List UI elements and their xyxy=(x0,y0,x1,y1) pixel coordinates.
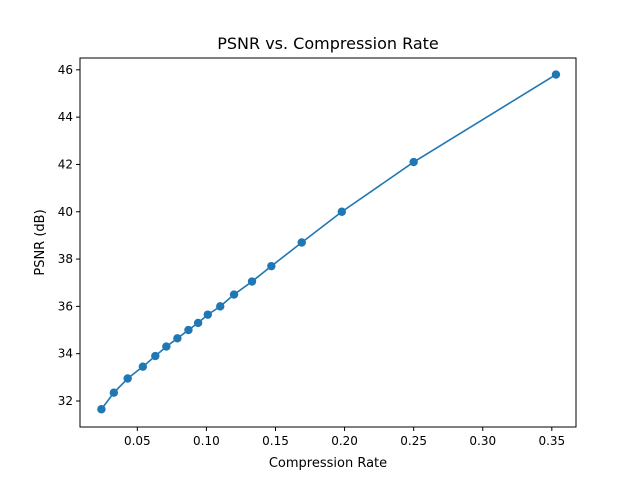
data-point xyxy=(138,362,148,371)
series-layer xyxy=(97,70,561,414)
y-tick-label: 36 xyxy=(58,299,73,313)
y-tick-label: 34 xyxy=(58,347,73,361)
y-tick-label: 40 xyxy=(58,205,73,219)
y-tick-label: 42 xyxy=(58,157,73,171)
data-point xyxy=(193,318,203,328)
x-tick-label: 0.10 xyxy=(193,434,220,448)
data-point xyxy=(151,351,160,361)
x-tick-label: 0.30 xyxy=(469,434,496,448)
data-point xyxy=(247,277,257,286)
plot-background xyxy=(80,58,576,427)
x-tick-label: 0.20 xyxy=(331,434,358,448)
data-point xyxy=(337,207,347,216)
data-point xyxy=(123,374,132,383)
chart-title: PSNR vs. Compression Rate xyxy=(217,34,439,53)
data-point xyxy=(297,238,306,247)
x-axis-label: Compression Rate xyxy=(269,456,387,471)
y-tick-label: 32 xyxy=(58,394,73,408)
data-point xyxy=(229,290,239,299)
data-point xyxy=(216,302,225,311)
data-point xyxy=(184,325,193,335)
data-point xyxy=(97,405,106,414)
x-tick-label: 0.35 xyxy=(538,434,565,448)
data-point xyxy=(109,388,119,397)
y-tick-label: 46 xyxy=(58,63,73,77)
x-tick-label: 0.15 xyxy=(262,434,289,448)
data-point xyxy=(551,70,561,79)
y-tick-label: 44 xyxy=(58,110,73,124)
plot-frame xyxy=(79,57,577,428)
x-tick-label: 0.05 xyxy=(124,434,151,448)
data-point xyxy=(409,157,418,167)
data-point xyxy=(173,334,182,343)
data-point xyxy=(162,342,171,351)
y-axis-label: PSNR (dB) xyxy=(33,209,48,275)
axes-layer: 0.05 0.10 0.15 0.20 0.25 0.30 0.35 32 34 36 38 40 42… xyxy=(58,63,565,448)
x-tick-label: 0.25 xyxy=(400,434,427,448)
data-point xyxy=(267,261,276,271)
data-point xyxy=(203,310,212,319)
y-tick-label: 38 xyxy=(58,252,73,266)
